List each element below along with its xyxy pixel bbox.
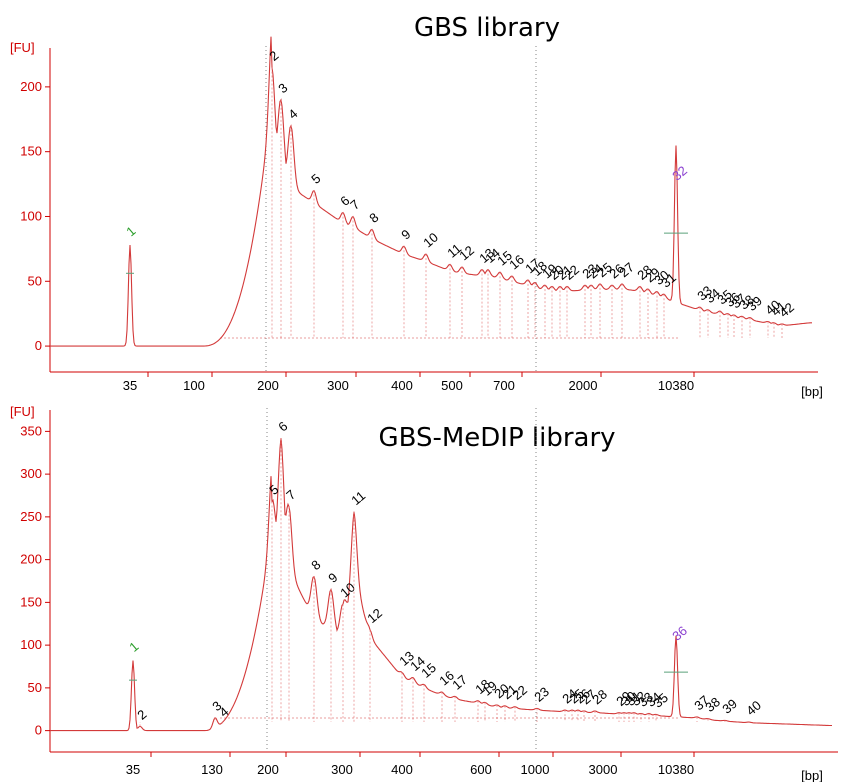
chart-title: GBS library [414,13,560,43]
peak-label: 7 [283,487,298,503]
peak-label: 4 [285,106,300,122]
marker-peak-label: 32 [669,163,690,184]
peak-label: 2 [266,48,281,64]
y-tick-label: 250 [20,509,42,524]
peak-label: 8 [366,210,381,226]
y-tick-label: 100 [20,637,42,652]
x-tick-label: 400 [391,378,413,393]
x-tick-label: 300 [327,378,349,393]
y-tick-label: 200 [20,552,42,567]
y-tick-label: 0 [35,723,42,738]
x-tick-label: 200 [257,378,279,393]
x-tick-label: 10380 [658,378,694,393]
peak-label: 8 [308,557,323,573]
signal-trace [50,36,812,347]
x-axis-label: [bp] [801,384,823,399]
x-tick-label: 130 [201,762,223,777]
peak-label: 5 [308,171,323,187]
x-tick-label: 100 [183,378,205,393]
x-tick-label: 35 [126,762,140,777]
y-tick-label: 150 [20,594,42,609]
marker-peak-label: 1 [123,223,138,239]
y-tick-label: 150 [20,144,42,159]
x-tick-label: 500 [441,378,463,393]
y-tick-label: 50 [28,273,42,288]
peak-label: 28 [589,686,610,707]
x-tick-label: 35 [123,378,137,393]
signal-trace [50,438,832,732]
marker-peak-label: 36 [669,623,690,644]
y-axis-label: [FU] [10,404,35,419]
peak-label: 10 [337,580,358,601]
x-tick-label: 600 [470,762,492,777]
peak-label: 23 [531,684,552,705]
peak-label: 7 [347,197,362,213]
y-tick-label: 200 [20,79,42,94]
peak-label: 3 [275,80,290,96]
x-tick-label: 1000 [521,762,550,777]
y-tick-label: 100 [20,208,42,223]
peak-label: 39 [719,696,740,717]
x-tick-label: 2000 [569,378,598,393]
peak-label: 5 [266,482,281,498]
y-tick-label: 350 [20,423,42,438]
y-tick-label: 0 [35,338,42,353]
peak-label: 10 [420,230,441,251]
y-tick-label: 50 [28,680,42,695]
x-tick-label: 700 [493,378,515,393]
x-tick-label: 10380 [658,762,694,777]
chart-panel-2: GBS-MeDIP library [FU] 0 50 100 150 200 250 300 3… [10,404,838,782]
peak-label: 40 [743,698,764,719]
x-tick-label: 200 [257,762,279,777]
x-tick-label: 3000 [589,762,618,777]
peak-label: 9 [325,570,340,586]
chart-title: GBS-MeDIP library [378,423,615,453]
peak-label: 11 [348,488,368,508]
peak-label: 9 [398,226,413,242]
peak-label: 6 [275,418,290,434]
y-axis-label: [FU] [10,40,35,55]
marker-peak-label: 1 [126,639,141,655]
y-tick-label: 300 [20,466,42,481]
x-axis-label: [bp] [801,768,823,782]
peak-label: 12 [456,243,477,264]
x-tick-label: 300 [331,762,353,777]
x-tick-label: 400 [391,762,413,777]
peak-label: 4 [216,704,231,720]
